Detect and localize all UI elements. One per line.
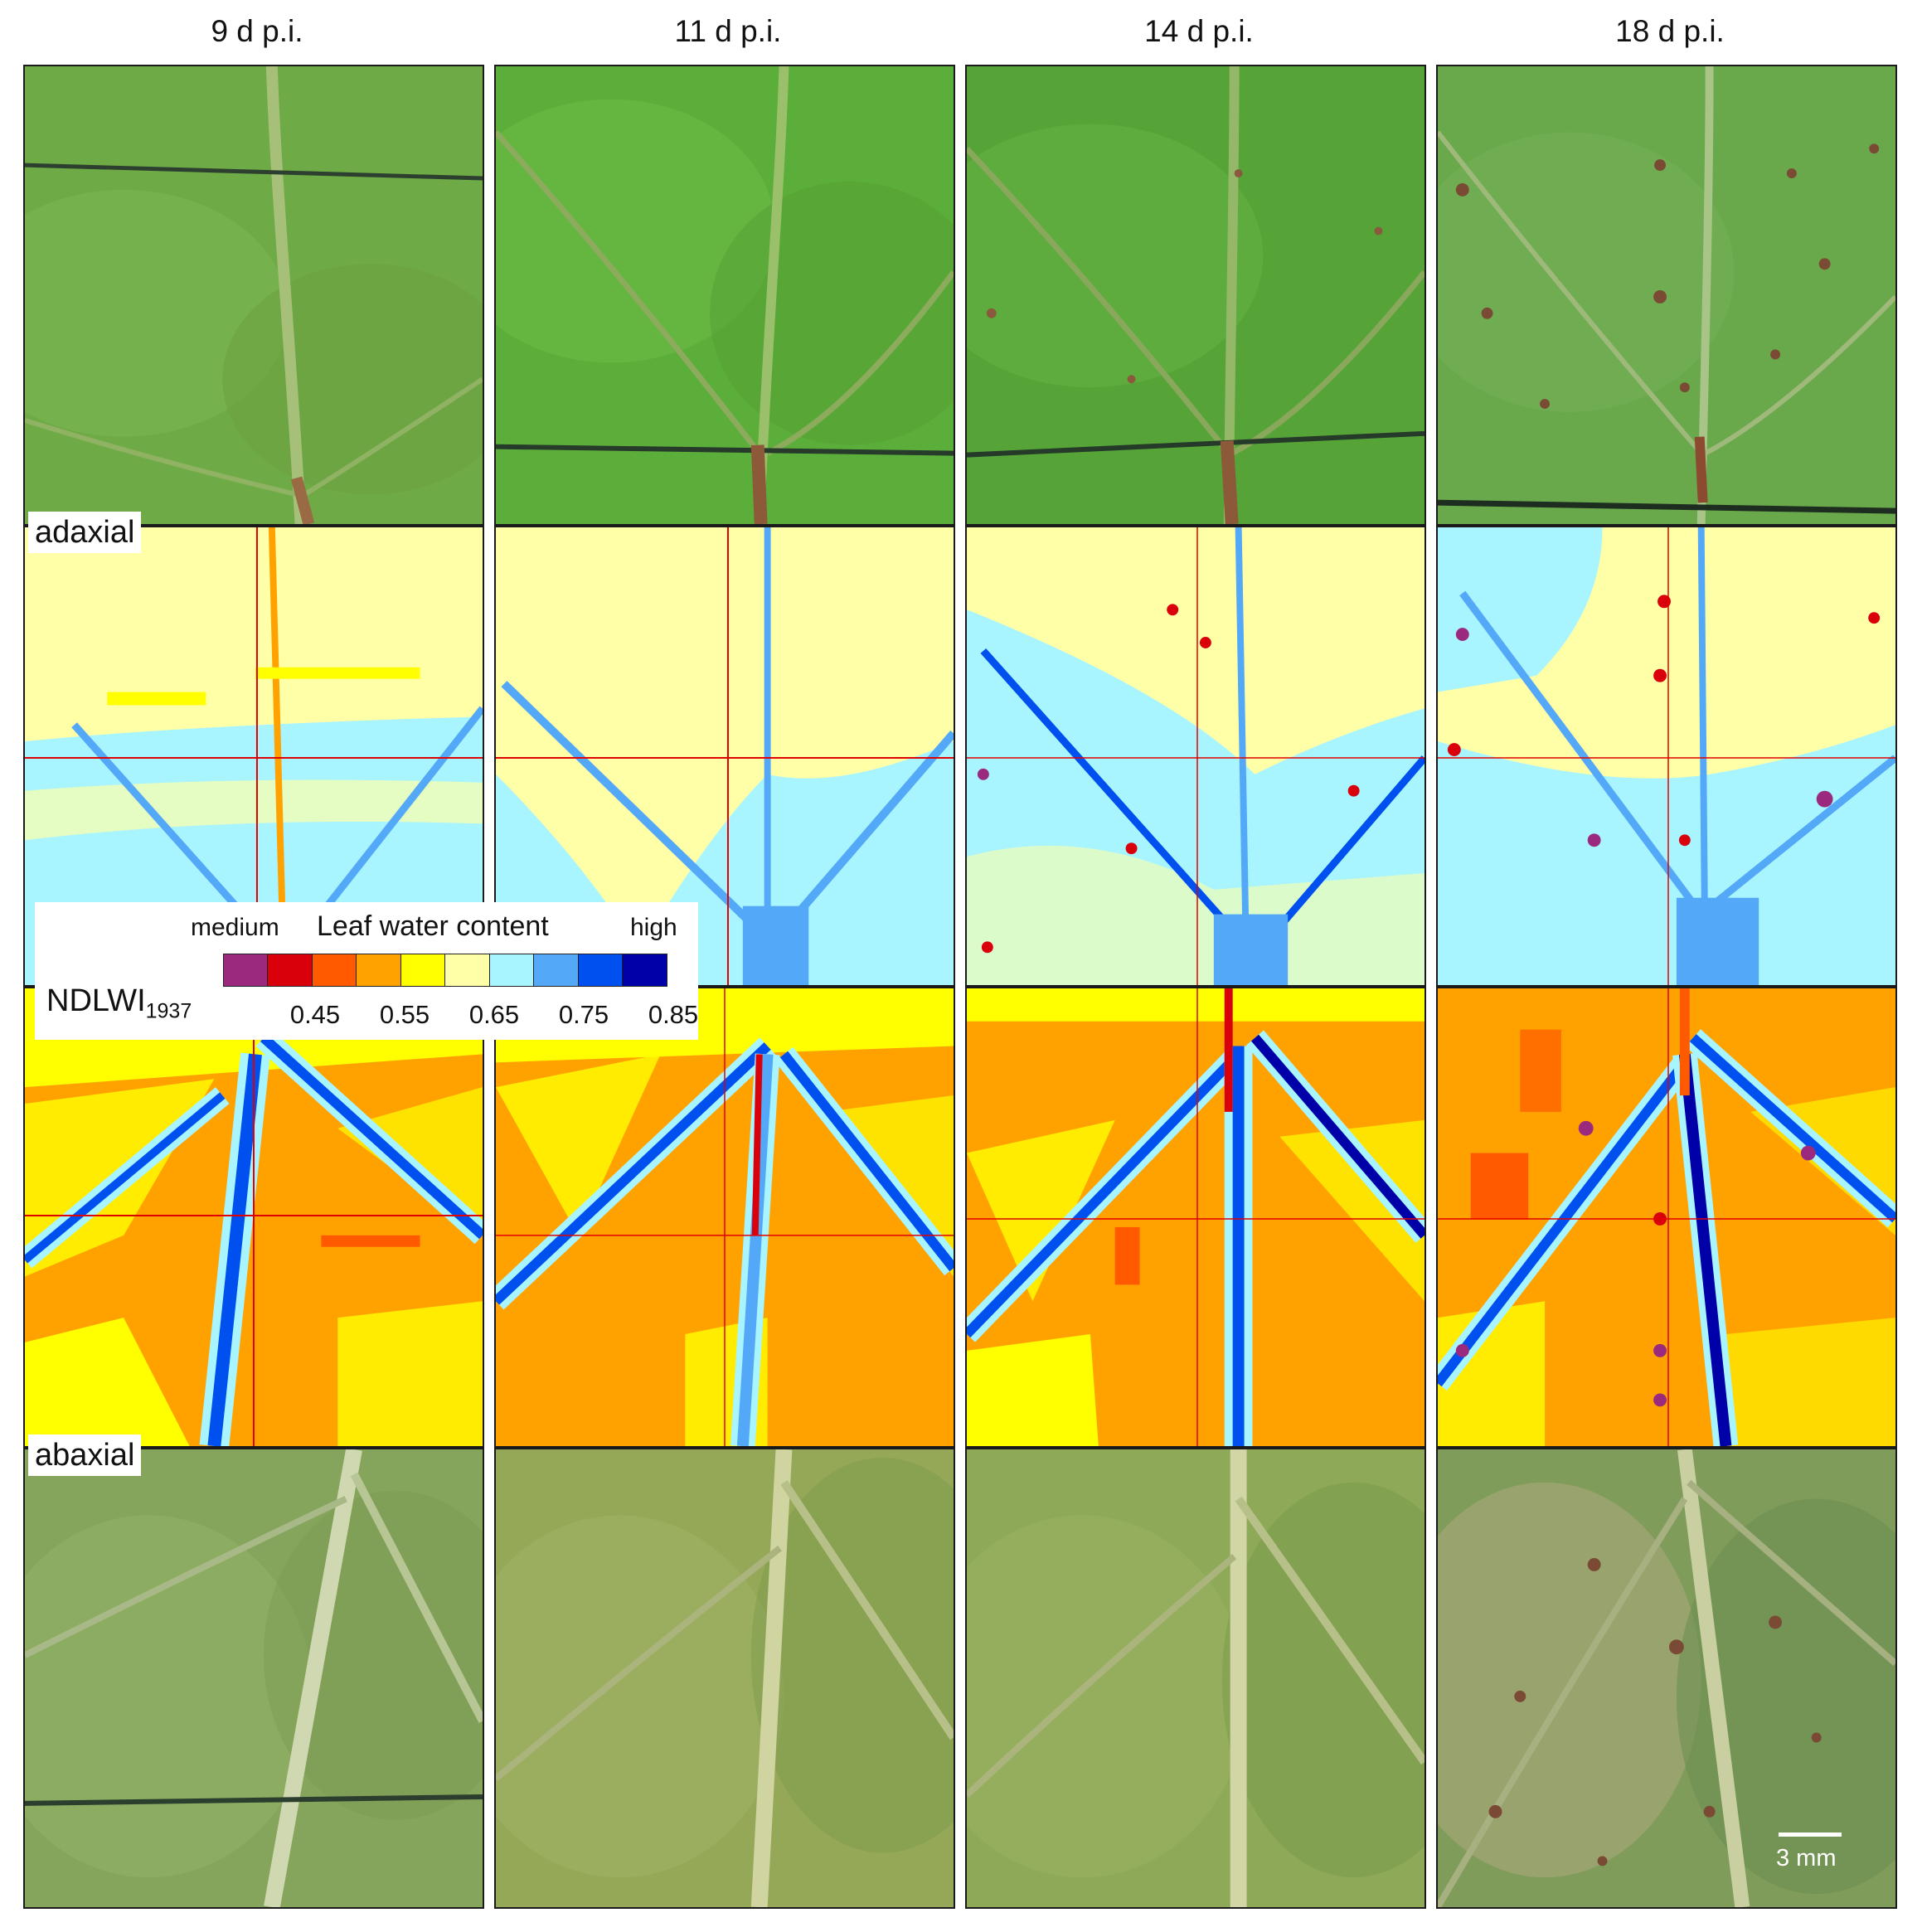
adaxial-label: adaxial [28,512,142,553]
abaxial-label: abaxial [28,1434,142,1476]
abaxial-photo-9dpi [23,1448,484,1909]
color-swatch-0 [222,954,269,987]
abaxial-ndlwi-map-18dpi [1436,987,1897,1448]
color-swatch-5 [444,954,490,987]
abaxial-photo-11dpi [494,1448,955,1909]
adaxial-ndlwi-map-14dpi [965,526,1426,987]
color-scale-ticks: 0.45 0.55 0.65 0.75 0.85 [224,1000,721,1033]
abaxial-ndlwi-map-9dpi [23,987,484,1448]
adaxial-photo-18dpi [1436,65,1897,526]
color-swatch-7 [533,954,579,987]
scale-bar [1779,1832,1842,1837]
tick-label: 0.45 [289,1000,341,1029]
column-title-14dpi: 14 d p.i. [1144,14,1254,48]
adaxial-ndlwi-map-18dpi [1436,526,1897,987]
tick-label: 0.75 [558,1000,609,1029]
tick-label: 0.65 [468,1000,520,1029]
legend-low-label: medium [191,914,279,941]
legend-high-label: high [630,914,677,941]
color-swatch-9 [622,954,667,987]
color-scale [222,954,667,987]
column-title-11dpi: 11 d p.i. [674,14,782,48]
tick-label: 0.55 [379,1000,430,1029]
adaxial-photo-11dpi [494,65,955,526]
adaxial-photo-9dpi [23,65,484,526]
index-name: NDLWI [46,983,146,1018]
color-swatch-2 [311,954,357,987]
scale-bar-label: 3 mm [1776,1845,1837,1871]
tick-label: 0.85 [648,1000,699,1029]
adaxial-ndlwi-map-11dpi [494,526,955,987]
abaxial-photo-14dpi [965,1448,1426,1909]
column-title-9dpi: 9 d p.i. [211,14,303,48]
abaxial-ndlwi-map-11dpi [494,987,955,1448]
index-label: NDLWI1937 [46,983,192,1024]
abaxial-ndlwi-map-14dpi [965,987,1426,1448]
index-subscript: 1937 [145,999,192,1023]
color-swatch-6 [488,954,535,987]
color-swatch-4 [400,954,446,987]
abaxial-photo-18dpi [1436,1448,1897,1909]
ndlwi-legend: medium Leaf water content high 0.45 0.55… [35,902,698,1040]
color-swatch-1 [267,954,313,987]
color-swatch-8 [577,954,624,987]
legend-title: Leaf water content [317,910,549,942]
column-title-18dpi: 18 d p.i. [1615,14,1725,48]
color-swatch-3 [356,954,401,987]
adaxial-photo-14dpi [965,65,1426,526]
